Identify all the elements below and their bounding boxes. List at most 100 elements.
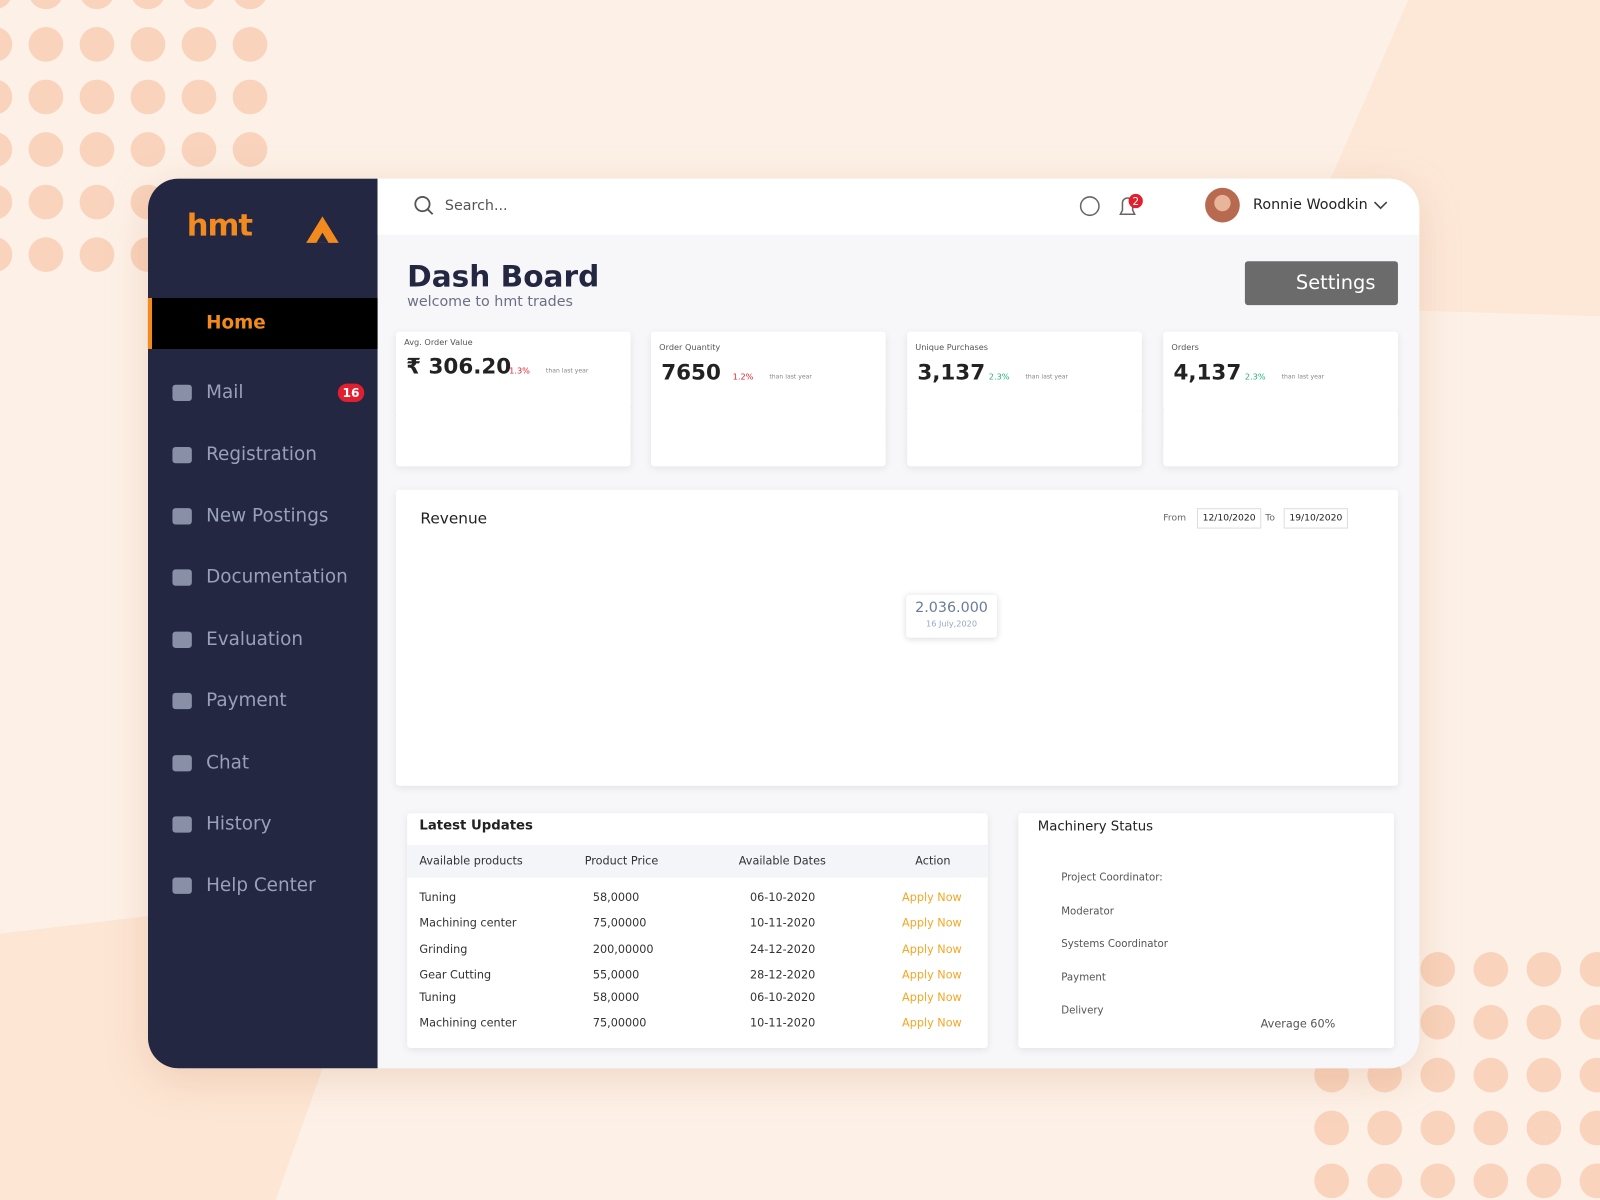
- date-label: From: [1163, 513, 1187, 524]
- date-label: To: [1265, 513, 1275, 524]
- bg-dot: [1526, 1004, 1562, 1040]
- bg-dot: [1473, 1110, 1509, 1146]
- bg-dot: [181, 79, 217, 115]
- nav-item[interactable]: Mail: [206, 381, 244, 404]
- bg-dot: [28, 237, 64, 272]
- topbar: [377, 178, 1420, 235]
- table-cell: 58,0000: [592, 890, 640, 905]
- nav-icon: [172, 446, 192, 464]
- status-label: Systems Coordinator: [1061, 938, 1168, 950]
- bg-dot: [81, 0, 113, 10]
- apply-link[interactable]: Apply Now: [902, 1016, 962, 1030]
- bg-dot: [0, 132, 13, 167]
- bg-dot: [1579, 1163, 1600, 1199]
- bg-dot: [1473, 952, 1509, 987]
- stat-change: 1.2%: [732, 372, 754, 382]
- search-input[interactable]: Search...: [444, 197, 508, 215]
- bg-dot: [0, 27, 13, 61]
- bg-dot: [0, 0, 11, 9]
- apply-link[interactable]: Apply Now: [902, 890, 962, 905]
- stat-card: [651, 331, 886, 467]
- nav-item[interactable]: History: [206, 813, 272, 835]
- bg-dot: [1314, 1110, 1349, 1146]
- stat-note: than last year: [1281, 373, 1325, 381]
- panel-title: Latest Updates: [419, 818, 533, 834]
- nav-badge: 16: [337, 383, 365, 403]
- stat-change: 2.3%: [1244, 372, 1266, 382]
- date-input[interactable]: 19/10/2020: [1283, 508, 1348, 529]
- bg-dot: [0, 185, 13, 219]
- nav-item[interactable]: Chat: [206, 752, 250, 774]
- settings-label[interactable]: Settings: [1295, 271, 1376, 294]
- bg-dot: [79, 79, 115, 115]
- stat-value: 4,137: [1173, 360, 1242, 385]
- nav-item[interactable]: Registration: [206, 443, 317, 466]
- bg-dot: [132, 0, 164, 10]
- apply-link[interactable]: Apply Now: [902, 916, 962, 930]
- table-cell: 06-10-2020: [749, 890, 816, 905]
- logo-mark: [316, 232, 329, 243]
- column-header: Available Dates: [738, 854, 826, 868]
- bg-dot: [181, 27, 217, 62]
- bg-dot: [1473, 1004, 1509, 1040]
- bg-dot: [1420, 1057, 1456, 1093]
- bg-dot: [232, 27, 268, 62]
- table-header: [407, 844, 988, 878]
- bg-dot: [79, 132, 115, 167]
- logo-mark: [306, 216, 339, 243]
- bg-dot: [1526, 1163, 1562, 1199]
- bg-dot: [130, 27, 166, 62]
- bg-dot: [28, 27, 64, 62]
- nav-icon: [172, 631, 192, 648]
- bg-dot: [1314, 1163, 1349, 1199]
- stat-card: [1163, 331, 1398, 467]
- nav-icon: [172, 508, 192, 525]
- bg-dot: [232, 132, 268, 167]
- user-name[interactable]: Ronnie Woodkin: [1253, 196, 1368, 214]
- bg-dot: [130, 79, 166, 115]
- table-cell: Tuning: [419, 990, 457, 1005]
- stat-value: 7650: [661, 360, 721, 385]
- search-icon: [414, 196, 431, 213]
- bg-dot: [1579, 952, 1600, 987]
- settings-button[interactable]: [1244, 261, 1398, 306]
- bg-dot: [1420, 952, 1456, 987]
- bg-dot: [79, 237, 115, 272]
- apply-link[interactable]: Apply Now: [902, 942, 962, 957]
- bg-dot: [79, 184, 115, 220]
- bg-dot: [234, 0, 266, 10]
- bg-dot: [1473, 1163, 1509, 1199]
- bg-dot: [1526, 1057, 1562, 1093]
- apply-link[interactable]: Apply Now: [902, 990, 962, 1005]
- nav-item[interactable]: New Postings: [206, 505, 329, 527]
- bg-dot: [1526, 952, 1562, 987]
- panel-title: Machinery Status: [1037, 819, 1154, 835]
- bg-dot: [181, 132, 217, 167]
- status-label: Delivery: [1061, 1005, 1104, 1017]
- bg-dot: [1420, 1004, 1456, 1040]
- nav-item[interactable]: Payment: [206, 689, 287, 712]
- nav-item[interactable]: Evaluation: [206, 628, 304, 650]
- bg-dot: [0, 238, 13, 272]
- nav-item[interactable]: Documentation: [206, 566, 348, 588]
- table-cell: 10-11-2020: [749, 916, 816, 930]
- bg-dot: [28, 79, 64, 115]
- chevron: [1373, 201, 1388, 210]
- column-header: Product Price: [584, 854, 659, 868]
- machinery-panel: [1018, 813, 1394, 1048]
- nav-item[interactable]: Help Center: [206, 874, 316, 896]
- nav-icon: [172, 755, 192, 772]
- nav-item[interactable]: Home: [206, 312, 266, 334]
- nav-icon: [172, 692, 192, 710]
- tooltip-date: 16 July,2020: [926, 619, 978, 629]
- bg-dot: [1420, 1163, 1456, 1199]
- apply-link[interactable]: Apply Now: [902, 968, 962, 982]
- column-header: Action: [915, 854, 951, 868]
- stat-note: than last year: [545, 367, 589, 375]
- date-input[interactable]: 12/10/2020: [1196, 508, 1262, 529]
- table-cell: 10-11-2020: [749, 1016, 816, 1030]
- notification-count: 2: [1132, 197, 1138, 208]
- panel-title: Revenue: [420, 509, 488, 528]
- stat-card: [907, 331, 1142, 467]
- status-label: Project Coordinator:: [1061, 872, 1163, 884]
